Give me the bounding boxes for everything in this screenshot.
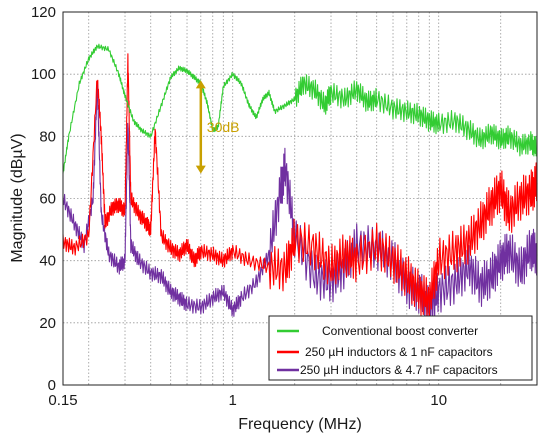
series-line-2 (62, 80, 538, 325)
y-tick-label-3: 60 (39, 191, 56, 208)
y-tick-label-5: 100 (31, 66, 56, 83)
x-tick-label-0: 0.15 (48, 392, 77, 409)
legend: Conventional boost converter 250 µH indu… (268, 315, 533, 381)
y-tick-label-2: 40 (39, 253, 56, 270)
annotation-arrowhead-bottom (195, 165, 206, 174)
legend-label-0: Conventional boost converter (322, 324, 478, 338)
annotation-30db: 30dB (195, 80, 240, 174)
legend-label-2: 250 µH inductors & 4.7 nF capacitors (300, 363, 498, 377)
y-tick-label-0: 0 (48, 377, 56, 394)
series-group (62, 43, 538, 325)
x-tick-label-1: 1 (229, 392, 237, 409)
plot-frame (62, 11, 538, 386)
series-line-0 (62, 43, 538, 174)
y-tick-label-1: 20 (39, 315, 56, 332)
legend-box (268, 315, 533, 381)
x-tick-label-2: 10 (430, 392, 447, 409)
x-axis-title: Frequency (MHz) (238, 416, 362, 433)
annotation-arrowhead-top (195, 80, 206, 89)
y-tick-label-6: 120 (31, 4, 56, 21)
grid (63, 11, 537, 386)
y-tick-label-4: 80 (39, 128, 56, 145)
annotation-label: 30dB (207, 119, 240, 135)
legend-label-1: 250 µH inductors & 1 nF capacitors (305, 345, 493, 359)
tick-labels: 0 20 40 60 80 100 120 0.15 1 10 (31, 4, 447, 409)
y-axis-title: Magnitude (dBµV) (9, 133, 26, 262)
series-line-1 (62, 53, 538, 324)
